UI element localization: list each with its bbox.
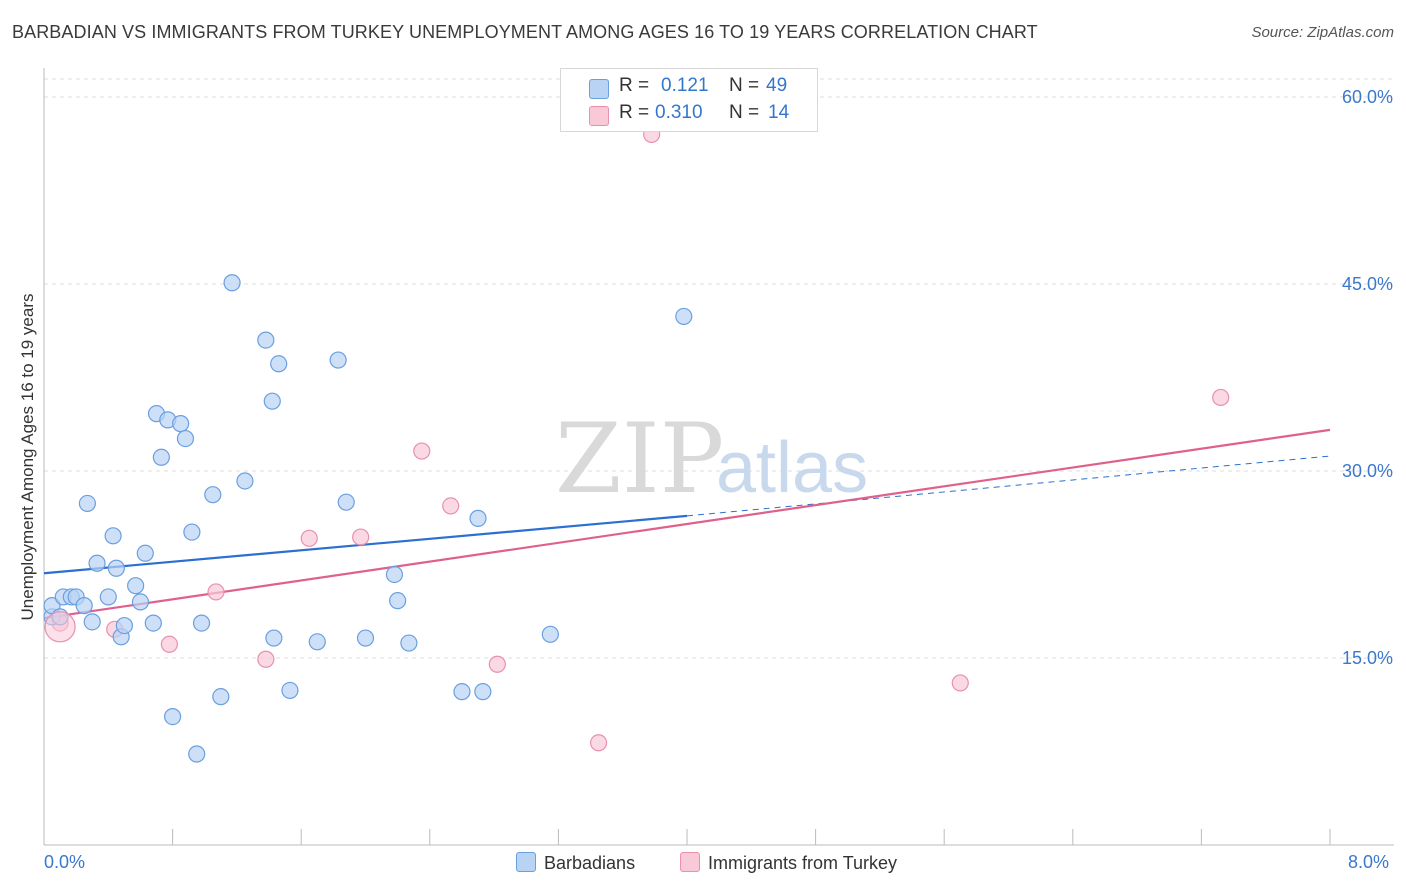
legend-r-label: R = bbox=[619, 102, 650, 123]
turkey-point[interactable] bbox=[589, 734, 608, 752]
barbadian-point[interactable] bbox=[223, 274, 241, 292]
legend-n-label: N = bbox=[729, 102, 760, 123]
y-tick-label: 45.0% bbox=[1342, 274, 1393, 294]
x-tick-label-max: 8.0% bbox=[1348, 852, 1390, 872]
trend-line-extension-0 bbox=[686, 455, 1331, 517]
barbadian-point[interactable] bbox=[188, 745, 206, 763]
legend-swatch-barbadians bbox=[589, 79, 609, 99]
bottom-legend-turkey[interactable]: Immigrants from Turkey bbox=[680, 852, 897, 874]
x-tick-label-min: 0.0% bbox=[44, 852, 86, 872]
barbadian-point[interactable] bbox=[257, 331, 275, 349]
barbadian-point[interactable] bbox=[337, 493, 355, 511]
legend-r-value: 0.310 bbox=[655, 102, 703, 123]
axes bbox=[43, 68, 1394, 846]
turkey-point[interactable] bbox=[1212, 388, 1230, 407]
barbadian-point[interactable] bbox=[675, 307, 693, 326]
barbadian-point[interactable] bbox=[172, 415, 190, 433]
barbadian-point[interactable] bbox=[356, 629, 375, 647]
legend-swatch-turkey bbox=[589, 106, 609, 126]
legend-row-turkey: R = 0.310 N = 14 bbox=[561, 102, 817, 128]
barbadian-point[interactable] bbox=[400, 634, 418, 652]
legend-row-barbadians: R = 0.121 N = 49 bbox=[561, 75, 817, 101]
source-credit: Source: ZipAtlas.com bbox=[1251, 24, 1394, 41]
barbadian-point[interactable] bbox=[183, 523, 201, 541]
barbadian-point[interactable] bbox=[104, 527, 122, 545]
barbadian-point[interactable] bbox=[281, 681, 299, 700]
barbadian-point[interactable] bbox=[389, 592, 407, 610]
turkey-point[interactable] bbox=[300, 529, 318, 547]
barbadian-point[interactable] bbox=[75, 597, 93, 615]
barbadian-point[interactable] bbox=[212, 688, 230, 706]
turkey-point[interactable] bbox=[352, 528, 370, 546]
bottom-legend-label: Immigrants from Turkey bbox=[708, 853, 898, 873]
barbadian-point[interactable] bbox=[152, 448, 170, 466]
barbadian-point[interactable] bbox=[270, 355, 288, 373]
barbadian-point[interactable] bbox=[83, 613, 101, 631]
barbadian-point[interactable] bbox=[88, 554, 106, 572]
legend-n-value: 49 bbox=[766, 75, 788, 96]
turkey-point[interactable] bbox=[413, 442, 431, 460]
chart-title: BARBADIAN VS IMMIGRANTS FROM TURKEY UNEM… bbox=[12, 22, 1038, 42]
barbadian-point[interactable] bbox=[131, 593, 150, 611]
y-tick-label: 60.0% bbox=[1342, 87, 1393, 107]
correlation-legend: R = 0.121 N = 49 R = 0.310 N = 14 bbox=[560, 68, 818, 132]
bottom-legend-label: Barbadians bbox=[544, 853, 636, 873]
barbadian-point[interactable] bbox=[204, 486, 222, 504]
y-tick-label: 30.0% bbox=[1342, 461, 1393, 481]
legend-r-label: R = bbox=[619, 75, 650, 96]
barbadian-point[interactable] bbox=[236, 472, 254, 490]
barbadian-point[interactable] bbox=[469, 509, 487, 527]
watermark-atlas: atlas bbox=[716, 428, 868, 508]
barbadian-point[interactable] bbox=[176, 429, 195, 448]
barbadian-point[interactable] bbox=[308, 633, 326, 651]
bottom-legend-swatch bbox=[516, 852, 536, 872]
legend-n-value: 14 bbox=[768, 102, 790, 123]
turkey-point[interactable] bbox=[160, 635, 178, 653]
barbadian-point[interactable] bbox=[385, 565, 404, 584]
barbadian-point[interactable] bbox=[144, 614, 162, 632]
turkey-cluster-point[interactable] bbox=[44, 611, 76, 643]
barbadian-point[interactable] bbox=[107, 559, 125, 577]
watermark-zip: ZIP bbox=[555, 403, 724, 515]
barbadian-point[interactable] bbox=[541, 625, 559, 643]
bottom-legend-barbadians[interactable]: Barbadians bbox=[516, 852, 635, 874]
barbadian-point[interactable] bbox=[474, 683, 492, 701]
barbadian-point[interactable] bbox=[78, 494, 97, 513]
trend-line-1 bbox=[43, 428, 1331, 620]
barbadian-point[interactable] bbox=[164, 707, 182, 726]
turkey-point[interactable] bbox=[488, 655, 506, 673]
y-tick-label: 15.0% bbox=[1342, 648, 1393, 668]
grid-lines bbox=[44, 78, 1394, 659]
barbadian-point[interactable] bbox=[263, 392, 281, 410]
legend-r-value: 0.121 bbox=[661, 75, 709, 96]
turkey-point[interactable] bbox=[257, 650, 275, 668]
trend-line-0 bbox=[43, 514, 688, 575]
barbadian-point[interactable] bbox=[329, 351, 347, 369]
legend-n-label: N = bbox=[729, 75, 760, 96]
turkey-point[interactable] bbox=[207, 583, 225, 601]
barbadian-point[interactable] bbox=[265, 629, 283, 647]
barbadian-point[interactable] bbox=[99, 588, 117, 606]
turkey-point[interactable] bbox=[951, 674, 969, 692]
data-points bbox=[43, 125, 1230, 763]
barbadian-point[interactable] bbox=[136, 544, 154, 562]
barbadian-point[interactable] bbox=[453, 683, 471, 701]
trend-lines bbox=[43, 428, 1331, 620]
bottom-legend-swatch bbox=[680, 852, 700, 872]
turkey-point[interactable] bbox=[442, 497, 460, 515]
barbadian-point[interactable] bbox=[127, 577, 145, 595]
barbadian-point[interactable] bbox=[115, 616, 133, 635]
barbadian-point[interactable] bbox=[192, 614, 211, 632]
y-tick-labels: 15.0% 30.0% 45.0% 60.0% bbox=[1342, 87, 1393, 668]
